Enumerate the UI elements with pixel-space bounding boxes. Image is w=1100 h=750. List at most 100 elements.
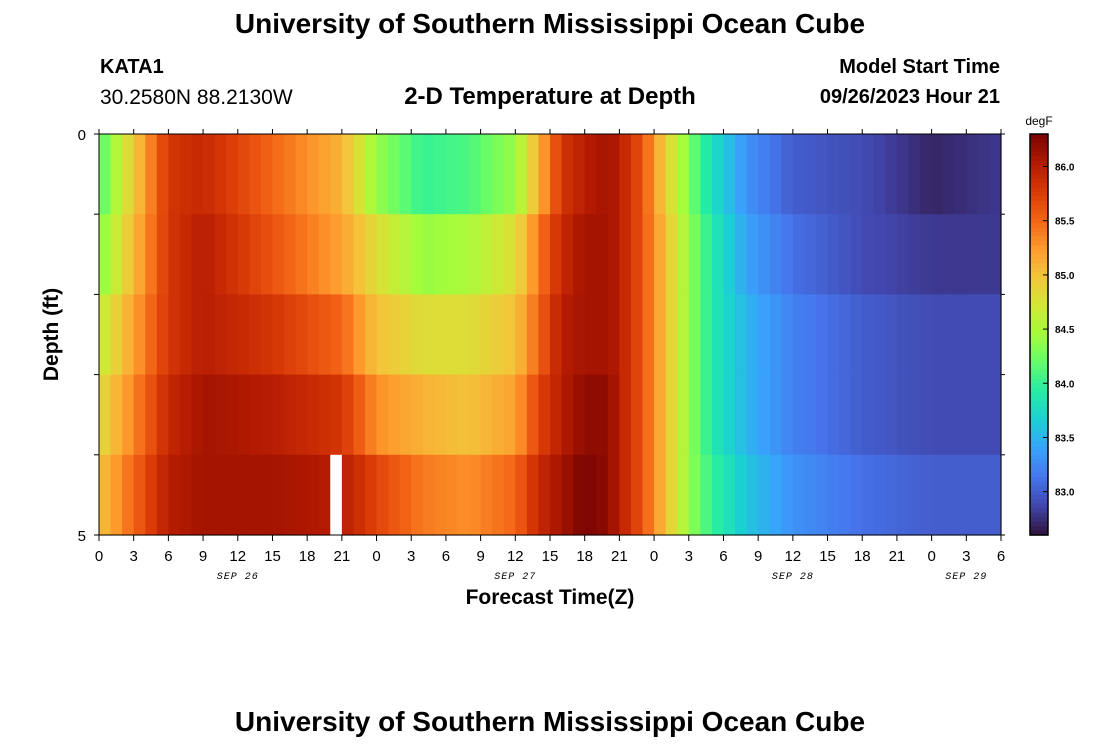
colorbar-segment [1030, 236, 1048, 242]
heatmap-cell [735, 134, 748, 215]
heatmap-cell [677, 454, 690, 536]
colorbar-segment [1030, 249, 1048, 255]
heatmap-cell [295, 214, 308, 295]
colorbar-segment [1030, 178, 1048, 184]
heatmap-cell [619, 294, 632, 376]
colorbar-segment [1030, 347, 1048, 353]
heatmap-cell [260, 294, 274, 376]
x-tick-label: 21 [889, 548, 906, 565]
heatmap-cell [584, 374, 597, 456]
colorbar-segment [1030, 334, 1048, 340]
heatmap-cell [480, 294, 493, 376]
colorbar-segment [1030, 227, 1048, 233]
heatmap-cell [920, 214, 933, 295]
heatmap-cell [168, 454, 181, 536]
colorbar-segment [1030, 165, 1048, 171]
heatmap-cell [896, 214, 910, 295]
colorbar-segment [1030, 521, 1048, 527]
colorbar-segment [1030, 477, 1048, 483]
heatmap-cell [237, 294, 250, 376]
heatmap-cell [711, 214, 725, 295]
heatmap-cell [318, 294, 331, 376]
heatmap-cell [931, 294, 944, 376]
colorbar-segment [1030, 303, 1048, 309]
x-tick-label: 0 [927, 548, 935, 565]
colorbar-segment [1030, 298, 1048, 304]
x-tick-label: 15 [542, 548, 559, 565]
heatmap-cell [665, 214, 678, 295]
colorbar-segment [1030, 205, 1048, 211]
x-tick-label: 6 [442, 548, 450, 565]
heatmap-cell [746, 454, 759, 536]
heatmap-cell [561, 214, 574, 295]
colorbar-segment [1030, 245, 1048, 251]
heatmap-cell [908, 454, 921, 536]
heatmap-cell [862, 454, 875, 536]
colorbar-segment [1030, 294, 1048, 300]
heatmap-cell [989, 374, 1002, 456]
heatmap-cell [318, 134, 331, 215]
heatmap-cell [839, 454, 852, 536]
heatmap-cell [769, 214, 782, 295]
heatmap-cell [584, 134, 597, 215]
colorbar-segment [1030, 423, 1048, 429]
colorbar-segment [1030, 232, 1048, 238]
heatmap-cell [792, 374, 806, 456]
heatmap-cell [145, 454, 158, 536]
heatmap-cell [654, 134, 667, 215]
colorbar-segment [1030, 281, 1048, 287]
heatmap-cell [596, 374, 609, 456]
model-start-label: Model Start Time [839, 56, 1000, 78]
colorbar-unit: degF [1025, 114, 1052, 128]
heatmap-cell [156, 374, 169, 456]
colorbar-segment [1030, 503, 1048, 509]
x-tick-label: 21 [611, 548, 628, 565]
heatmap-cell [735, 214, 748, 295]
heatmap-cell [526, 214, 540, 295]
heatmap-cell [792, 294, 806, 376]
heatmap-cell [237, 454, 250, 536]
heatmap-cell [503, 134, 516, 215]
heatmap-cell [445, 294, 459, 376]
x-tick-label: 9 [754, 548, 762, 565]
colorbar-segment [1030, 445, 1048, 451]
heatmap-cell [550, 454, 563, 536]
heatmap-cell [711, 454, 725, 536]
x-tick-label: 18 [854, 548, 871, 565]
heatmap-cell [260, 134, 274, 215]
heatmap-cell [411, 294, 424, 376]
heatmap-cell [804, 214, 817, 295]
heatmap-cell [954, 214, 967, 295]
heatmap-cell [179, 454, 193, 536]
heatmap-cell [550, 134, 563, 215]
heatmap-cell [550, 214, 563, 295]
heatmap-cell [503, 294, 516, 376]
heatmap-cell [538, 294, 551, 376]
heatmap-cell [584, 294, 597, 376]
heatmap-cell [619, 454, 632, 536]
heatmap-cell [769, 374, 782, 456]
heatmap-cell [526, 374, 540, 456]
heatmap-cell [896, 454, 910, 536]
heatmap-cell [607, 454, 620, 536]
heatmap-cell [908, 134, 921, 215]
heatmap-cell [815, 374, 829, 456]
colorbar-segment [1030, 428, 1048, 434]
colorbar-segment [1030, 352, 1048, 358]
heatmap-cell [445, 374, 459, 456]
heatmap-cell [931, 134, 944, 215]
colorbar-segment [1030, 485, 1048, 492]
colorbar-segment [1030, 414, 1048, 420]
heatmap-cell [99, 134, 112, 215]
colorbar-segment [1030, 450, 1048, 456]
colorbar-segment [1030, 436, 1048, 443]
heatmap-cell [480, 374, 493, 456]
colorbar-segment [1030, 392, 1048, 398]
heatmap-cell [272, 294, 285, 376]
heatmap-cell [862, 294, 875, 376]
heatmap-cell [850, 374, 863, 456]
heatmap-cell [445, 214, 459, 295]
colorbar-segment [1030, 289, 1048, 295]
heatmap-cell [769, 454, 782, 536]
heatmap-cell [781, 134, 794, 215]
